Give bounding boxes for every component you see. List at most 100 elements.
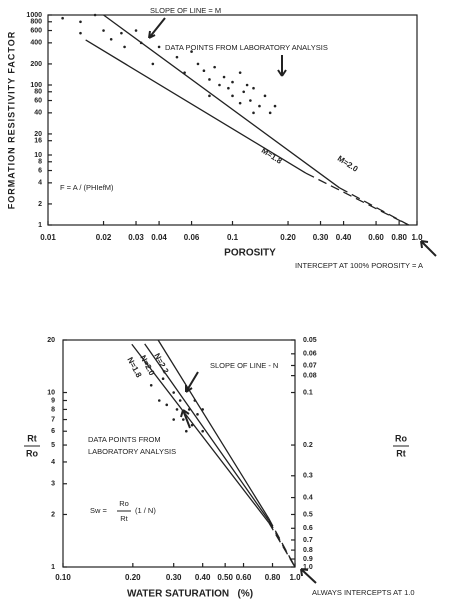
- data-point: [213, 65, 216, 69]
- y-tick-label: 6: [38, 167, 42, 174]
- data-point: [263, 94, 267, 98]
- y-tick-label: 20: [34, 131, 42, 138]
- y-tick-label: 3: [51, 481, 55, 488]
- y-tick-label: 4: [51, 459, 55, 466]
- data-point: [187, 408, 191, 411]
- y2-tick-label: 0.6: [303, 525, 313, 532]
- annotation: (1 / N): [135, 506, 156, 515]
- y-tick-label: 400: [30, 40, 42, 47]
- x-tick-label: 0.20: [125, 573, 141, 582]
- data-point: [157, 45, 161, 49]
- data-point: [218, 83, 221, 87]
- data-point: [109, 37, 113, 41]
- y-tick-label: 200: [30, 61, 42, 68]
- data-point: [175, 408, 179, 411]
- line-label: M=2.0: [336, 154, 360, 174]
- x-tick-label: 0.50: [217, 573, 233, 582]
- y2-tick-label: 0.3: [303, 473, 313, 480]
- x-tick-label: 0.80: [265, 573, 281, 582]
- data-point: [238, 71, 242, 74]
- data-point: [175, 55, 179, 59]
- y2-tick-label: 0.05: [303, 337, 317, 344]
- y-tick-label: 8: [51, 406, 55, 413]
- y-tick-label: 4: [38, 180, 42, 187]
- data-point: [252, 111, 255, 115]
- x-tick-label: 0.04: [151, 233, 167, 242]
- y-tick-label: 60: [34, 97, 42, 104]
- data-point: [222, 75, 226, 79]
- y2-tick-label: 0.06: [303, 351, 317, 358]
- x-axis-label: WATER SATURATION (%): [127, 589, 253, 600]
- data-point: [201, 429, 204, 433]
- fit-line: [144, 343, 270, 521]
- fit-line: [305, 172, 409, 226]
- data-point: [79, 31, 82, 35]
- y2-axis-label: Rt: [396, 448, 406, 458]
- y2-tick-label: 0.9: [303, 556, 313, 563]
- fit-line: [157, 339, 270, 519]
- data-point: [245, 83, 249, 87]
- annotation: DATA POINTS FROM: [88, 435, 161, 444]
- y-tick-label: 16: [34, 138, 42, 145]
- data-point: [193, 399, 197, 402]
- y2-tick-label: 0.07: [303, 362, 317, 369]
- data-point: [79, 20, 82, 24]
- data-point: [157, 399, 161, 402]
- data-point: [139, 41, 143, 45]
- y2-tick-label: 0.5: [303, 511, 313, 518]
- y-tick-label: 9: [51, 397, 55, 404]
- data-point: [208, 94, 211, 98]
- x-tick-label: 0.03: [128, 233, 144, 242]
- y-tick-label: 100: [30, 82, 42, 89]
- fit-line: [103, 14, 340, 189]
- x-tick-label: 0.20: [280, 233, 296, 242]
- data-point: [151, 62, 155, 66]
- y2-tick-label: 1.0: [303, 564, 313, 571]
- x-tick-label: 0.30: [166, 573, 182, 582]
- data-point: [183, 71, 186, 74]
- data-point: [172, 391, 175, 394]
- y-axis-label: Rt: [27, 433, 37, 443]
- fit-line: [85, 39, 307, 174]
- y-tick-label: 80: [34, 89, 42, 96]
- x-tick-label: 0.60: [236, 573, 252, 582]
- annotation: Ro: [119, 499, 129, 508]
- annotation: DATA POINTS FROM LABORATORY ANALYSIS: [165, 43, 328, 52]
- annotation: Sw =: [90, 506, 108, 515]
- annotation: F = A / (PHIefM): [60, 183, 114, 192]
- y-tick-label: 40: [34, 110, 42, 117]
- data-point: [185, 387, 188, 391]
- y2-tick-label: 0.7: [303, 537, 313, 544]
- fit-line: [268, 518, 296, 568]
- annotation: SLOPE OF LINE = M: [150, 6, 221, 15]
- data-point: [231, 80, 234, 84]
- y2-axis-label: Ro: [395, 433, 407, 443]
- data-point: [102, 29, 105, 32]
- y-tick-label: 2: [38, 201, 42, 208]
- data-point: [201, 408, 204, 411]
- fit-line: [131, 343, 270, 523]
- x-tick-label: 0.60: [368, 233, 384, 242]
- arrows: [24, 17, 437, 584]
- data-point: [258, 104, 261, 108]
- line-label: M=1.8: [260, 146, 284, 166]
- data-point: [181, 418, 185, 421]
- y2-tick-label: 0.08: [303, 372, 317, 379]
- annotation: LABORATORY ANALYSIS: [88, 447, 176, 456]
- x-tick-label: 0.01: [40, 233, 56, 242]
- y2-tick-label: 0.1: [303, 389, 313, 396]
- x-tick-label: 0.06: [184, 233, 200, 242]
- y-tick-label: 10: [34, 152, 42, 159]
- y-tick-label: 10: [47, 389, 55, 396]
- data-point: [120, 31, 123, 35]
- data-point: [190, 50, 193, 53]
- data-point: [242, 90, 245, 94]
- y-tick-label: 7: [51, 416, 55, 423]
- data-point: [196, 62, 200, 66]
- y-tick-label: 6: [51, 428, 55, 435]
- y-tick-label: 2: [51, 511, 55, 518]
- data-point: [202, 69, 206, 73]
- data-point: [61, 16, 64, 20]
- data-point: [208, 78, 211, 81]
- plot-frame: [62, 339, 296, 568]
